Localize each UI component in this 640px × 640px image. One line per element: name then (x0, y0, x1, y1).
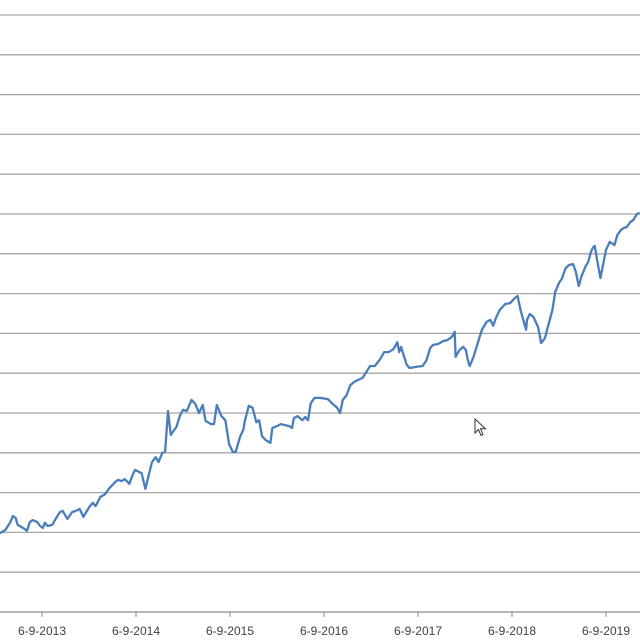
x-tick-label: 6-9-2018 (488, 624, 536, 638)
x-tick-label: 6-9-2019 (582, 624, 630, 638)
x-tick-label: 6-9-2013 (18, 624, 66, 638)
x-axis: 6-9-2013 6-9-2014 6-9-2015 6-9-2016 6-9-2017… (18, 612, 630, 638)
gridlines (0, 14, 640, 613)
x-tick-label: 6-9-2014 (112, 624, 160, 638)
series-group (0, 211, 640, 535)
series-line (0, 211, 640, 535)
x-tick-label: 6-9-2015 (206, 624, 254, 638)
x-tick-label: 6-9-2016 (300, 624, 348, 638)
x-tick-label: 6-9-2017 (394, 624, 442, 638)
